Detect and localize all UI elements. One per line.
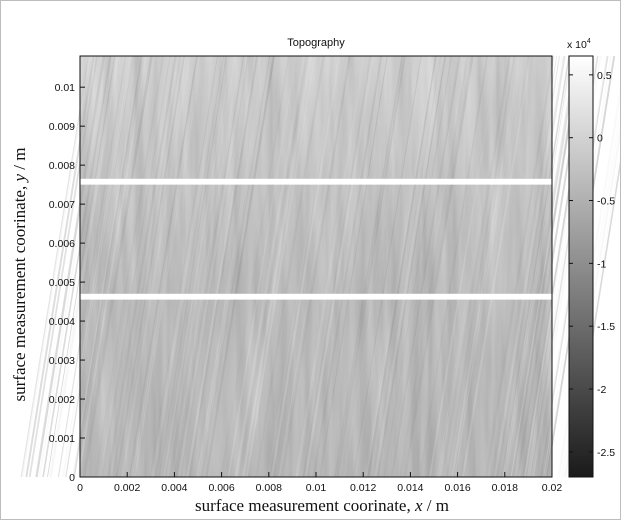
y-axis-label: surface measurement coorinate, y / m: [10, 148, 29, 402]
y-tick-label: 0: [69, 472, 75, 484]
surface-noise: [80, 56, 552, 477]
colorbar: [568, 55, 594, 478]
x-tick-label: 0.002: [114, 482, 140, 494]
x-tick-label: 0.018: [492, 482, 518, 494]
y-tick-label: 0.002: [49, 394, 75, 406]
y-tick-label: 0.006: [49, 238, 75, 250]
x-tick-label: 0.014: [397, 482, 423, 494]
y-tick-label: 0.003: [49, 355, 75, 367]
gap-band-1: [79, 293, 553, 300]
colorbar-tick-label: -0.5: [597, 196, 615, 208]
x-tick-label: 0.01: [306, 482, 327, 494]
colorbar-tick-label: 0: [597, 133, 603, 145]
y-tick-label: 0.008: [49, 160, 75, 172]
gap-band-2: [79, 178, 553, 185]
x-tick-label: 0.006: [208, 482, 234, 494]
y-tick-label: 0.001: [49, 433, 75, 445]
y-tick-label: 0.007: [49, 199, 75, 211]
y-tick-label: 0.009: [49, 121, 75, 133]
x-tick-label: 0.016: [444, 482, 470, 494]
chart-title: Topography: [287, 37, 345, 49]
colorbar-tick-label: -1.5: [597, 321, 615, 333]
colorbar-tick-label: 0.5: [597, 70, 612, 82]
y-tick-label: 0.004: [49, 316, 75, 328]
x-axis-label: surface measurement coorinate, x / m: [195, 496, 449, 515]
colorbar-tick-label: -1: [597, 258, 606, 270]
x-tick-label: 0.012: [350, 482, 376, 494]
x-tick-label: 0.02: [542, 482, 563, 494]
colorbar-tick-label: -2: [597, 384, 606, 396]
y-tick-label: 0.01: [55, 82, 76, 94]
x-tick-label: 0.008: [256, 482, 282, 494]
y-tick-label: 0.005: [49, 277, 75, 289]
x-tick-label: 0.004: [161, 482, 187, 494]
colorbar-tick-label: -2.5: [597, 447, 615, 459]
x-tick-label: 0: [77, 482, 83, 494]
colorbar-multiplier: x 104: [567, 38, 591, 51]
